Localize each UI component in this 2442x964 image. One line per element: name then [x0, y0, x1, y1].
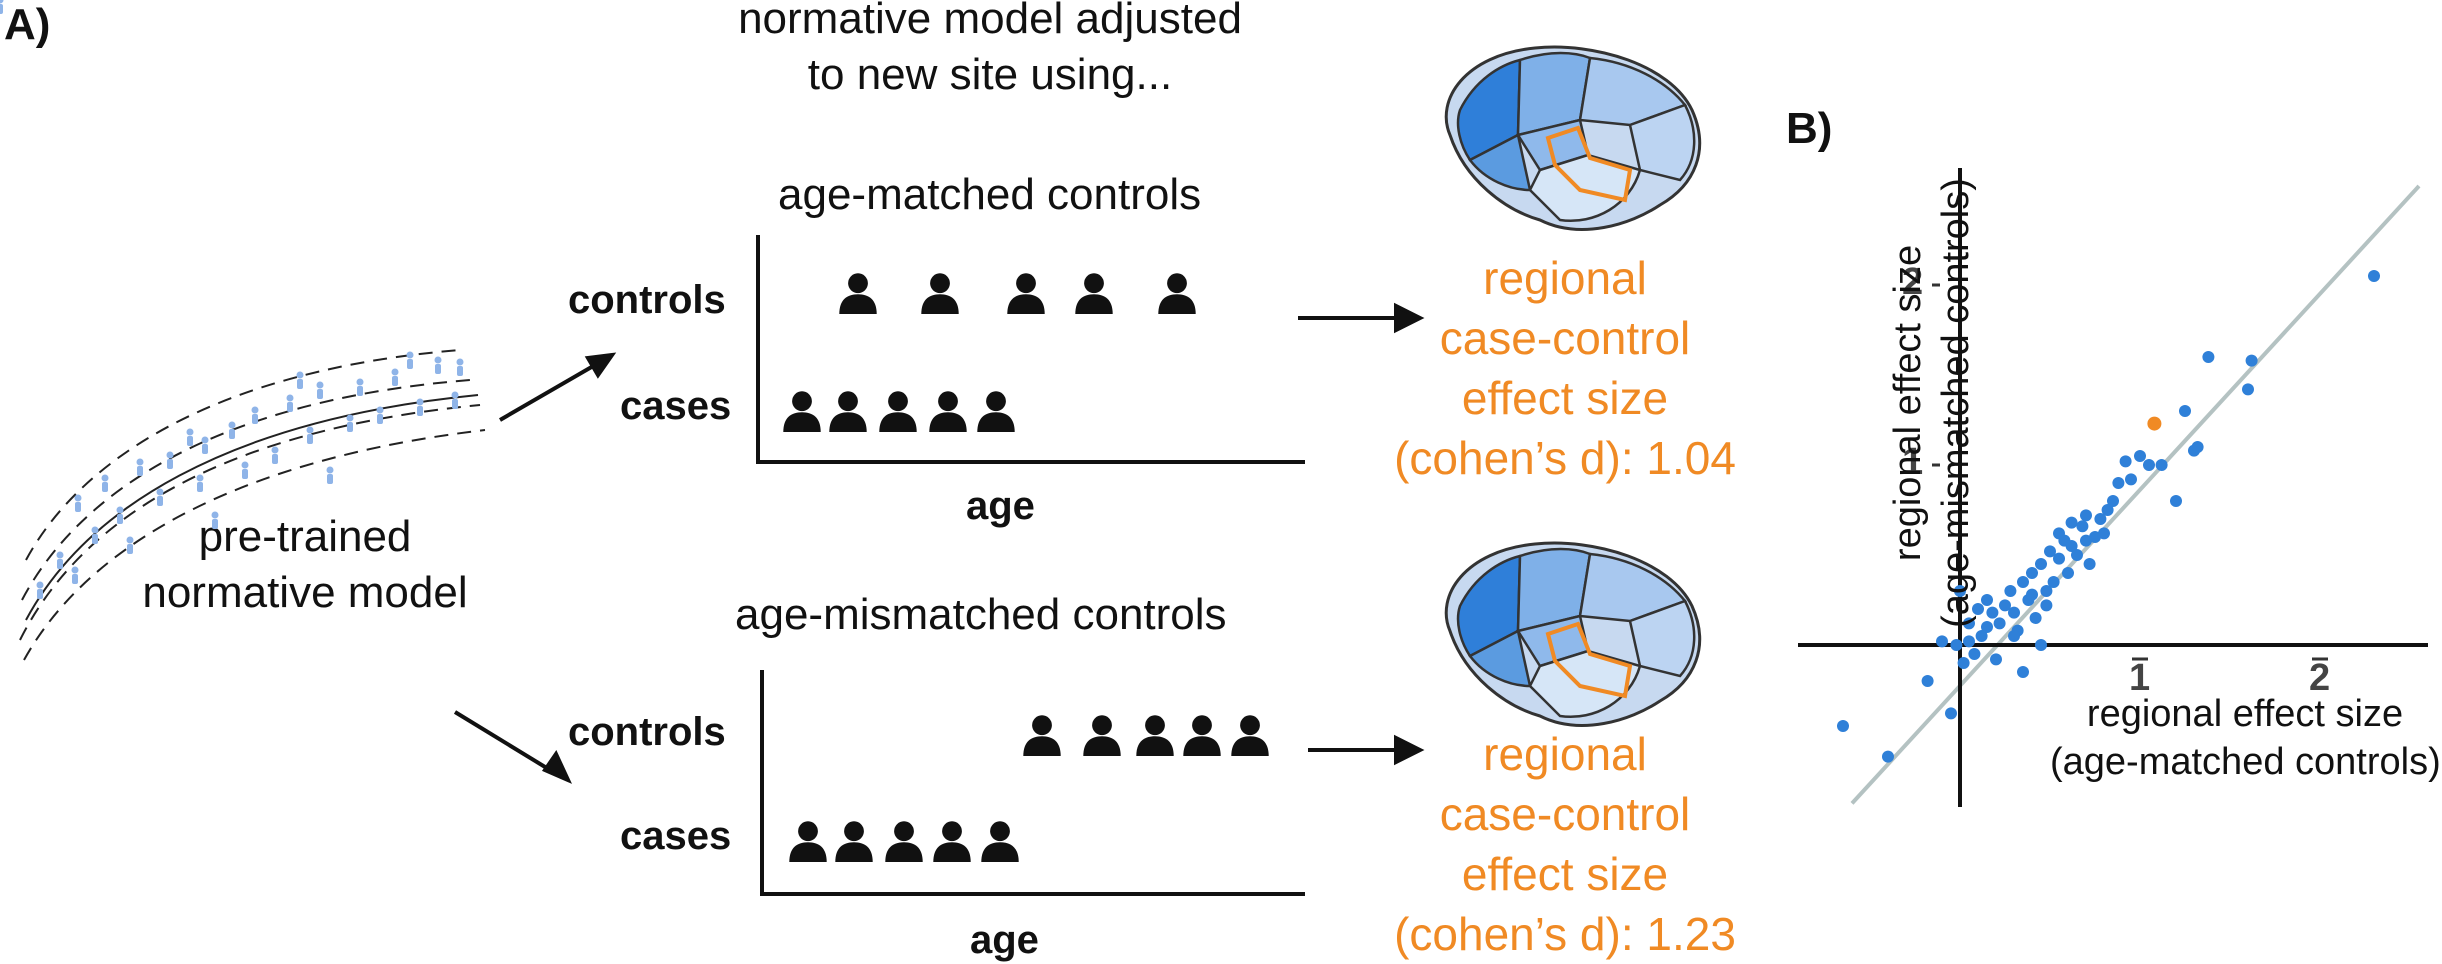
scatter-point	[2188, 444, 2200, 457]
heading-line-1: normative model adjusted	[738, 0, 1242, 43]
bottom-result-line-4: (cohen’s d): 1.23	[1394, 908, 1736, 960]
scatter-point	[2029, 612, 2042, 624]
panel-b-label: B)	[1786, 104, 1833, 153]
scatter-point	[2143, 459, 2155, 471]
pretrained-line-1: pre-trained	[198, 512, 412, 561]
x-axis-label: regional effect size (age-matched contro…	[2050, 690, 2441, 786]
scatter-point	[1993, 617, 2006, 630]
scatter-point	[1999, 599, 2011, 612]
bottom-age-label: age	[970, 918, 1039, 962]
scatter-point	[2112, 477, 2125, 489]
top-cases-label: cases	[620, 384, 732, 428]
scatter-point	[2035, 639, 2047, 651]
scatter-point	[1945, 707, 1957, 720]
panel-a-label: A)	[4, 0, 51, 49]
bottom-result-line-2: case-control	[1439, 788, 1691, 840]
scatter-point	[2076, 520, 2089, 533]
top-result-line-3: effect size	[1461, 372, 1669, 424]
highlight-point	[2147, 416, 2162, 431]
top-result-line-1: regional	[1483, 252, 1647, 304]
scatter-point	[2202, 351, 2215, 363]
bottom-cases-label: cases	[620, 814, 732, 858]
top-age-label: age	[966, 484, 1035, 528]
pretrained-line-2: normative model	[142, 568, 468, 617]
scatter-point	[2179, 405, 2191, 417]
y-axis-label-line-2: (age-mismatched controls)	[1935, 178, 1977, 628]
scatter-point	[2191, 441, 2204, 453]
scatter-point	[2040, 585, 2053, 597]
scatter-point	[2022, 594, 2035, 606]
scatter-point	[2083, 558, 2096, 570]
bottom-plot-title: age-mismatched controls	[735, 590, 1227, 639]
scatter-point	[2040, 599, 2053, 612]
scatter-point	[2125, 473, 2137, 486]
scatter-point	[2134, 450, 2146, 462]
scatter-point	[2098, 527, 2110, 540]
scatter-point	[1981, 594, 1993, 606]
scatter-point	[2080, 509, 2092, 522]
x-axis-label-line-2: (age-matched controls)	[2050, 741, 2441, 783]
heading-line-2: to new site using...	[807, 50, 1173, 99]
scatter-point	[2155, 459, 2168, 471]
scatter-point	[2368, 270, 2380, 282]
scatter-point	[2119, 455, 2132, 468]
scatter-point	[2065, 540, 2078, 552]
scatter-point	[2047, 576, 2060, 588]
scatter-point	[2242, 383, 2254, 396]
bottom-plot-axes	[760, 670, 1305, 896]
y-tick-label-1: 1	[1902, 441, 1924, 483]
scatter-point	[1882, 750, 1894, 763]
top-plot-axes	[756, 235, 1305, 464]
scatter-point	[2004, 585, 2017, 597]
bottom-controls-label: controls	[568, 710, 726, 754]
scatter-point	[2053, 527, 2065, 540]
scatter-point	[2089, 531, 2101, 543]
scatter-point	[1986, 606, 1999, 619]
top-plot-title: age-matched controls	[778, 170, 1202, 219]
top-result-line-2: case-control	[1439, 312, 1691, 364]
scatter-point	[2017, 666, 2029, 678]
brain-bottom	[1444, 541, 1702, 728]
x-tick-label-2: 2	[2309, 657, 2331, 699]
y-axis-label-line-1: regional effect size	[1887, 244, 1929, 562]
scatter-point	[2011, 624, 2024, 637]
x-tick-label-1: 1	[2129, 657, 2151, 699]
scatter-point	[2035, 558, 2047, 570]
scatter-point	[1990, 653, 2002, 666]
scatter-point	[2080, 534, 2092, 547]
scatter-point	[1837, 720, 1849, 732]
bottom-result-line-1: regional	[1483, 728, 1647, 780]
scatter-point	[2245, 354, 2258, 367]
scatter-point	[1981, 621, 1993, 633]
scatter-point	[2071, 549, 2083, 561]
scatter-point	[2062, 567, 2074, 579]
brain-top	[1444, 45, 1702, 232]
y-tick-label-2: 2	[1902, 261, 1924, 303]
top-controls-label: controls	[568, 278, 726, 322]
scatter-point	[2053, 552, 2065, 565]
scatter-point	[2008, 606, 2020, 619]
scatter-point	[2026, 588, 2038, 601]
scatter-point	[2008, 630, 2020, 642]
bottom-result-line-3: effect size	[1461, 848, 1669, 900]
scatter-point	[2017, 576, 2029, 588]
model-figures	[0, 0, 464, 599]
scatter-point	[2170, 495, 2182, 507]
top-result-block: regional case-control effect size (cohen…	[1340, 248, 1790, 488]
scatter-point	[2044, 545, 2056, 558]
scatter-point	[2058, 534, 2071, 547]
scatter-point	[2094, 513, 2107, 525]
scatter-point	[2026, 567, 2038, 579]
scatter-point	[2107, 495, 2119, 507]
scatter-point	[2065, 516, 2078, 529]
top-result-line-4: (cohen’s d): 1.04	[1394, 432, 1736, 484]
y-axis-label: regional effect size (age-mismatched con…	[1884, 123, 1980, 683]
scatter-point	[2101, 504, 2114, 516]
bottom-result-block: regional case-control effect size (cohen…	[1340, 724, 1790, 964]
x-axis-label-line-1: regional effect size	[2086, 693, 2404, 735]
